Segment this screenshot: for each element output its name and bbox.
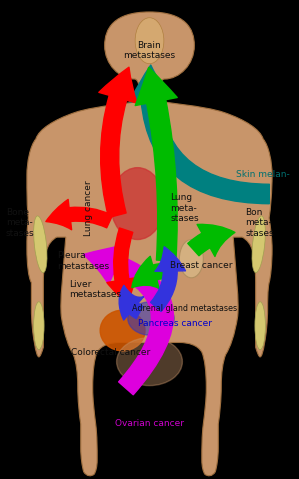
FancyArrowPatch shape	[107, 228, 137, 304]
Text: Ovarian cancer: Ovarian cancer	[115, 420, 184, 428]
FancyArrowPatch shape	[132, 256, 167, 289]
FancyArrowPatch shape	[83, 245, 173, 395]
FancyArrowPatch shape	[99, 67, 137, 217]
Circle shape	[135, 18, 164, 64]
FancyArrowPatch shape	[188, 224, 235, 256]
Ellipse shape	[252, 216, 265, 273]
Text: Lung cancer: Lung cancer	[84, 181, 93, 236]
Ellipse shape	[111, 168, 164, 240]
Ellipse shape	[34, 216, 47, 273]
Text: Pleura
metastases: Pleura metastases	[57, 251, 109, 271]
FancyArrowPatch shape	[46, 199, 112, 230]
Text: Lung
meta-
stases: Lung meta- stases	[170, 194, 199, 223]
Text: Colorectal cancer: Colorectal cancer	[71, 348, 150, 356]
Text: Brain
metastases: Brain metastases	[123, 41, 176, 60]
PathPatch shape	[27, 12, 272, 476]
Text: Liver
metastases: Liver metastases	[69, 280, 121, 299]
Ellipse shape	[33, 302, 44, 350]
Ellipse shape	[100, 310, 145, 351]
Circle shape	[179, 240, 203, 278]
Text: Bon
meta-
stases: Bon meta- stases	[245, 208, 274, 238]
Ellipse shape	[117, 338, 182, 386]
FancyArrowPatch shape	[151, 247, 185, 311]
FancyArrowPatch shape	[119, 285, 144, 320]
Text: Pancreas cancer: Pancreas cancer	[138, 319, 211, 328]
FancyArrowPatch shape	[135, 68, 177, 262]
Text: Adrenal gland metastases: Adrenal gland metastases	[132, 305, 237, 313]
Text: Skin melan-: Skin melan-	[236, 171, 290, 179]
Text: Breast cancer: Breast cancer	[170, 262, 233, 270]
Ellipse shape	[128, 302, 174, 335]
Text: Bone
meta-
stases: Bone meta- stases	[6, 208, 35, 238]
Ellipse shape	[255, 302, 266, 350]
FancyArrowPatch shape	[129, 65, 269, 204]
